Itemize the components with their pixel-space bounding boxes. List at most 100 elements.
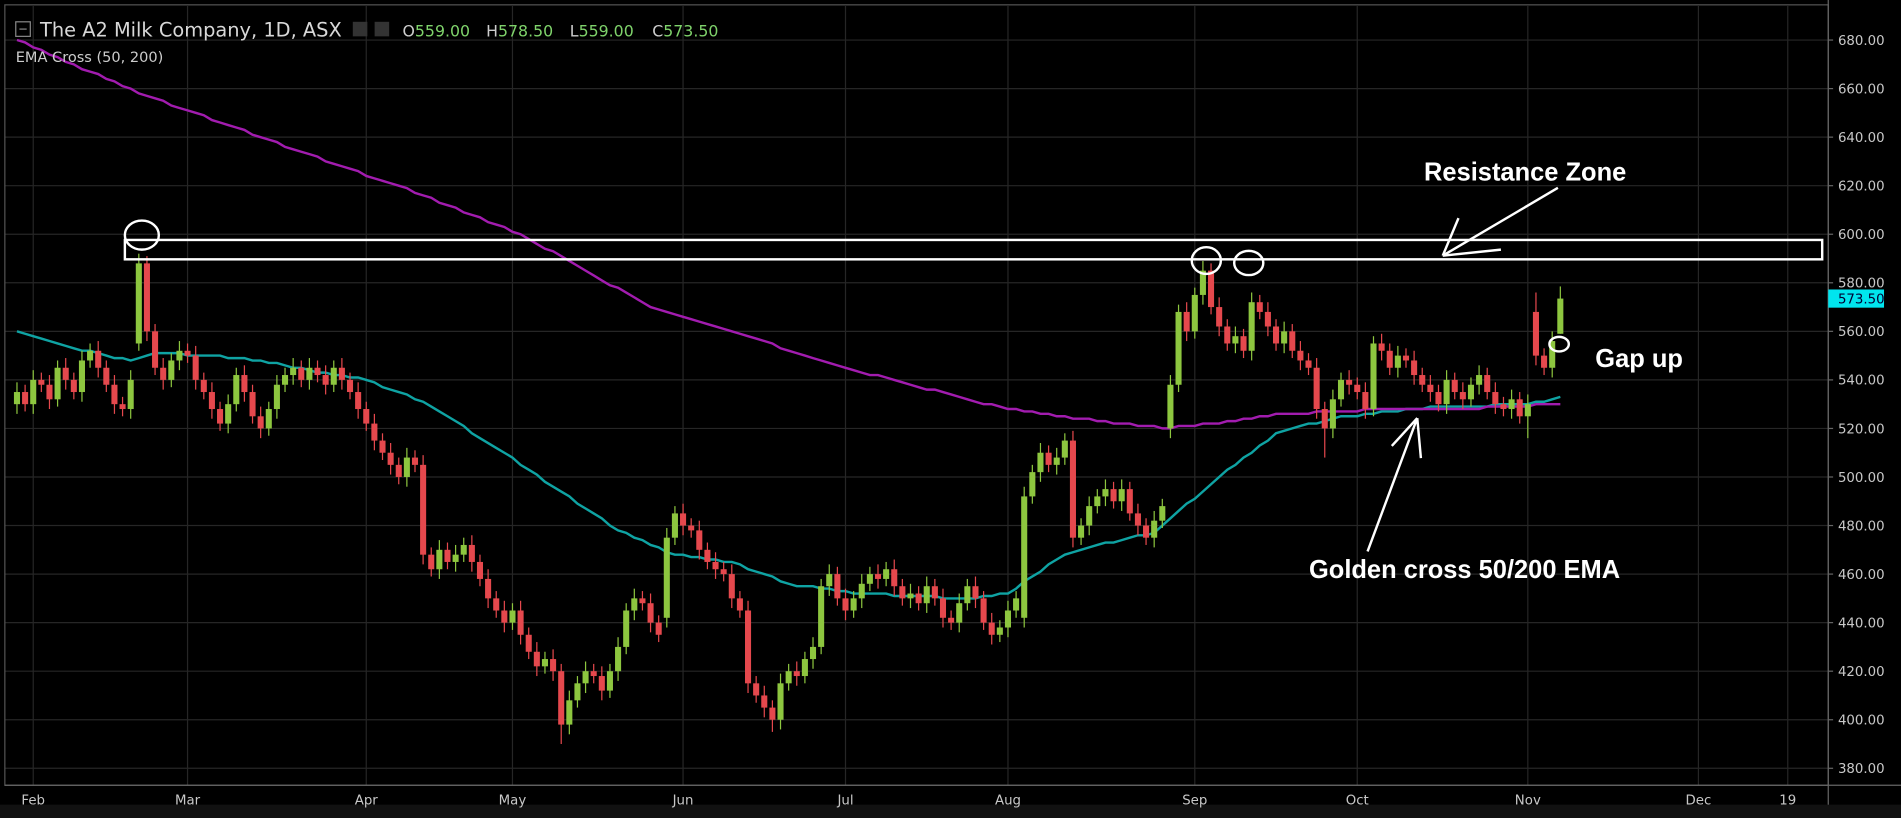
candle-body: [891, 569, 898, 587]
candle-body: [582, 671, 589, 684]
candle-body: [988, 622, 995, 635]
candle-body: [1549, 341, 1556, 368]
candle-body: [915, 593, 922, 604]
settings-icon[interactable]: [374, 21, 390, 37]
y-tick-label: 380.00: [1838, 762, 1885, 777]
candle-body: [493, 598, 500, 611]
candle-body: [720, 569, 727, 575]
x-tick-label: Aug: [995, 794, 1021, 809]
y-tick-label: 460.00: [1838, 568, 1885, 583]
candle-body: [558, 671, 565, 725]
candle-body: [1175, 311, 1182, 385]
candle-body: [1467, 384, 1475, 400]
candle-body: [1362, 392, 1369, 410]
y-tick-label: 400.00: [1838, 714, 1885, 729]
candle-body: [680, 513, 687, 526]
candle-body: [1126, 489, 1133, 514]
candle-body: [1435, 392, 1442, 405]
candle-body: [826, 574, 833, 587]
y-tick-label: 660.00: [1838, 82, 1885, 97]
last-price-label: 573.50: [1838, 292, 1885, 307]
y-tick-label: 580.00: [1838, 277, 1885, 292]
candle-body: [834, 574, 841, 599]
candle-body: [948, 617, 955, 623]
candle-body: [346, 379, 354, 393]
candle-body: [1346, 379, 1353, 385]
candle-body: [411, 457, 419, 465]
candle-body: [273, 384, 280, 410]
candle-body: [87, 350, 94, 361]
candle-body: [395, 464, 402, 477]
candle-body: [550, 659, 557, 672]
candle-body: [533, 651, 540, 667]
y-tick-label: 420.00: [1838, 665, 1885, 680]
candle-body: [712, 561, 719, 570]
x-tick-label: Apr: [355, 794, 379, 809]
high-value: 578.50: [498, 21, 553, 40]
candle-body: [728, 574, 735, 599]
high-label: H: [486, 21, 498, 40]
candle-body: [330, 367, 337, 385]
candle-body: [1386, 350, 1393, 368]
candle-body: [769, 707, 776, 720]
collapse-icon[interactable]: [15, 21, 31, 37]
candle-body: [379, 440, 386, 453]
candle-body: [176, 350, 183, 361]
candle-body: [468, 544, 475, 562]
candle-body: [996, 627, 1003, 635]
candle-body: [1272, 326, 1280, 344]
arrow: [1366, 417, 1423, 552]
candle-body: [1232, 336, 1239, 344]
candle-body: [566, 700, 573, 725]
y-tick-label: 640.00: [1838, 131, 1885, 146]
candle-body: [1508, 399, 1515, 410]
candle-body: [809, 646, 817, 660]
x-tick-label: Dec: [1686, 794, 1712, 809]
x-tick-label: Nov: [1515, 794, 1541, 809]
candle-body: [663, 537, 670, 618]
y-tick-label: 560.00: [1838, 325, 1885, 340]
candle-body: [1378, 343, 1385, 351]
candle-body: [420, 464, 427, 555]
candle-body: [1394, 355, 1401, 368]
candle-body: [322, 375, 329, 385]
candle-body: [281, 375, 289, 385]
candle-body: [436, 549, 443, 570]
candle-body: [1427, 384, 1434, 393]
candle-body: [127, 379, 134, 410]
candle-body: [355, 392, 362, 410]
candle-body: [1484, 375, 1491, 393]
eye-icon[interactable]: [352, 21, 368, 37]
candle-body: [70, 379, 77, 393]
candle-body: [704, 549, 711, 562]
drawings: [123, 186, 1824, 552]
plot: [13, 38, 1564, 745]
y-tick-label: 540.00: [1838, 374, 1885, 389]
candle-body: [923, 586, 930, 604]
candle-body: [1532, 311, 1539, 356]
candle-body: [46, 384, 53, 400]
candle-body: [1337, 379, 1345, 400]
y-tick-label: 520.00: [1838, 422, 1885, 437]
candle-body: [192, 355, 199, 380]
candle-body: [1354, 384, 1361, 393]
annotation: Golden cross 50/200 EMA: [1309, 556, 1620, 584]
candle-body: [647, 603, 654, 623]
candle-body: [444, 549, 451, 562]
candle-body: [1037, 452, 1044, 473]
x-tick-label: Oct: [1346, 794, 1369, 809]
candle-body: [152, 331, 159, 368]
candle-body: [54, 367, 61, 400]
indicator-label: EMA Cross (50, 200): [16, 50, 164, 66]
y-tick-label: 500.00: [1838, 471, 1885, 486]
candle-body: [1143, 525, 1150, 538]
highlight-circle: [1548, 335, 1571, 353]
candle-body: [241, 375, 248, 393]
ohlc-header: O559.00 H578.50 L559.00 C573.50: [403, 21, 719, 40]
candle-body: [1004, 610, 1011, 628]
candle-body: [1061, 440, 1068, 458]
candle-body: [501, 610, 508, 623]
candle-body: [1240, 336, 1247, 351]
candle-body: [1492, 392, 1499, 405]
